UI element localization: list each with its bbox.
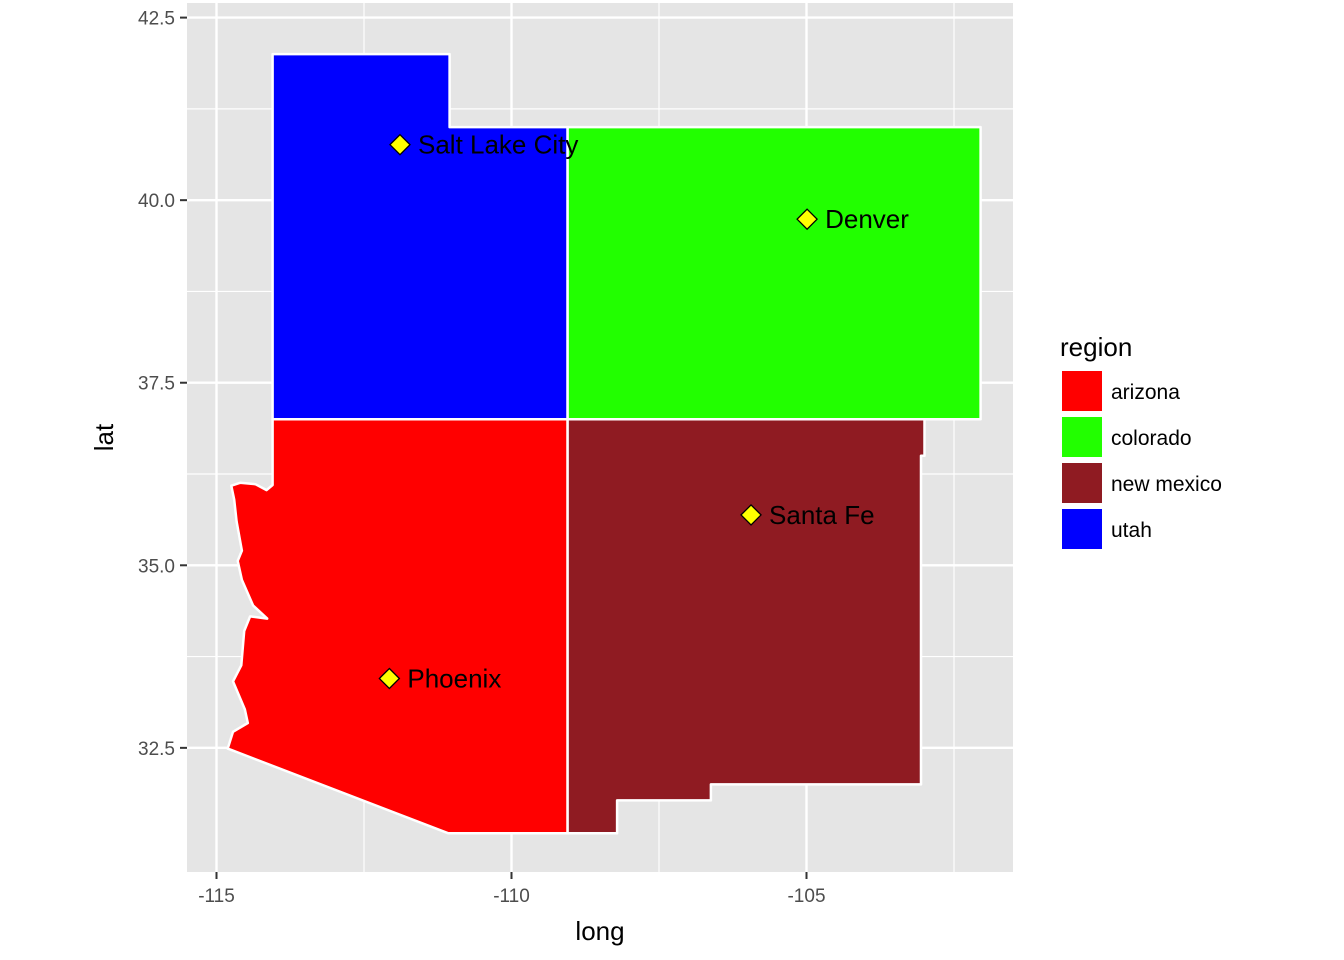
legend-label: utah xyxy=(1111,519,1152,542)
y-tick-label: 42.5 xyxy=(138,9,175,30)
x-tick-label: -115 xyxy=(198,886,235,907)
legend-label: new mexico xyxy=(1111,473,1222,496)
legend: region arizona colorado new mexico utah xyxy=(1060,332,1222,549)
legend-label: arizona xyxy=(1111,381,1180,404)
city-label: Phoenix xyxy=(407,663,501,693)
legend-label: colorado xyxy=(1111,427,1192,450)
city-marker xyxy=(389,133,411,156)
city-label: Denver xyxy=(825,204,909,234)
x-axis-title: long xyxy=(575,916,624,946)
legend-key-colorado xyxy=(1062,417,1102,457)
y-tick-label: 37.5 xyxy=(138,374,175,395)
regions xyxy=(226,52,982,835)
city-marker xyxy=(378,667,401,690)
cities: Salt Lake City Denver Santa Fe Phoenix xyxy=(378,130,909,693)
y-axis-title: lat xyxy=(89,423,119,451)
x-tick-label: -105 xyxy=(787,886,825,907)
region-colorado xyxy=(566,125,982,421)
y-tick-label: 40.0 xyxy=(138,191,175,212)
city-marker xyxy=(796,208,819,231)
y-tick-label: 35.0 xyxy=(138,556,175,577)
city-marker xyxy=(740,503,762,526)
region-new-mexico xyxy=(566,417,926,835)
x-tick-label: -110 xyxy=(493,886,530,907)
city-label: Santa Fe xyxy=(769,500,875,530)
city-label: Salt Lake City xyxy=(418,130,578,160)
legend-key-utah xyxy=(1062,509,1102,549)
legend-title: region xyxy=(1060,332,1132,362)
region-arizona xyxy=(226,417,569,835)
legend-key-new-mexico xyxy=(1062,463,1102,503)
legend-key-arizona xyxy=(1062,371,1102,411)
axes: -115 -110 -105 32.5 35.0 37.5 40.0 42.5 xyxy=(138,9,826,907)
y-tick-label: 32.5 xyxy=(138,739,175,760)
